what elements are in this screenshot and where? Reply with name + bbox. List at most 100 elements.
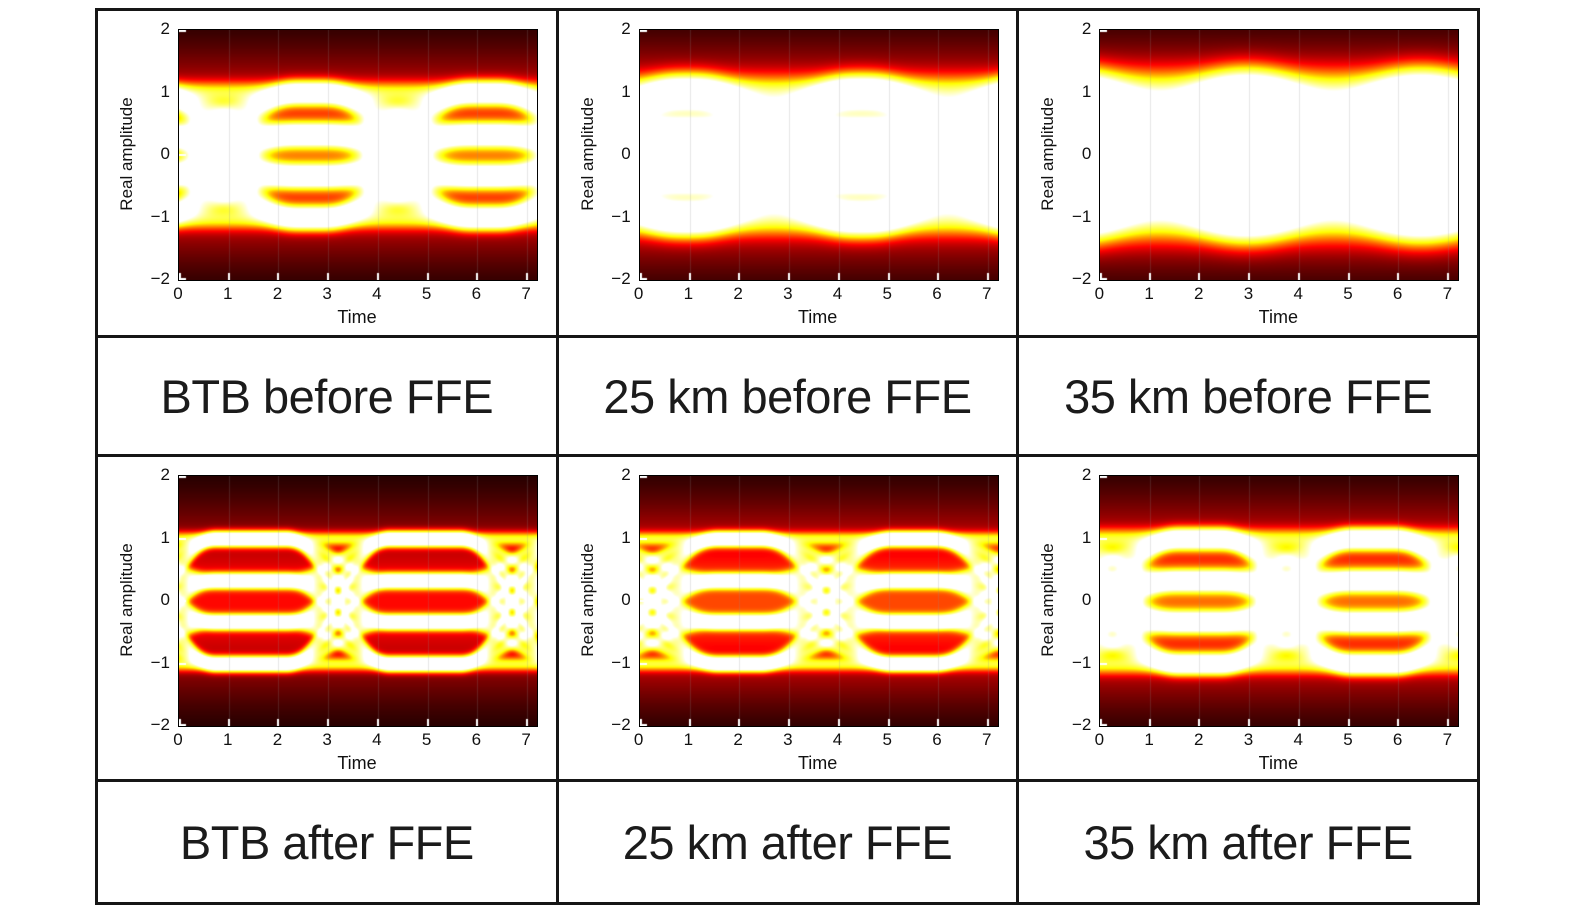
x-axis-label: Time (337, 753, 377, 773)
y-tick-label: −2 (150, 269, 170, 288)
x-tick-label: 4 (1293, 284, 1303, 303)
x-tick-label: 1 (683, 730, 694, 749)
x-axis-label: Time (1258, 307, 1298, 327)
y-tick-label: −1 (1071, 206, 1092, 226)
x-axis-label: Time (797, 753, 838, 773)
x-tick-label: 5 (1343, 730, 1353, 749)
eye-diagram-heatmap (178, 29, 538, 281)
caption-text: 25 km before FFE (603, 369, 972, 423)
x-axis-label: Time (1258, 753, 1298, 773)
x-tick-label: 4 (372, 284, 382, 303)
x-tick-label: 1 (222, 730, 233, 749)
x-tick-label: 2 (1194, 284, 1204, 303)
x-tick-label: 2 (272, 730, 283, 749)
y-tick-label: −1 (611, 652, 631, 672)
y-tick-label: 2 (1081, 19, 1092, 38)
x-tick-label: 4 (1293, 730, 1303, 749)
y-tick-label: 0 (160, 144, 170, 163)
x-tick-label: 1 (222, 284, 233, 303)
x-tick-label: 5 (1343, 284, 1353, 303)
x-tick-label: 7 (1442, 284, 1453, 303)
x-tick-label: 5 (882, 284, 892, 303)
x-tick-label: 3 (322, 730, 332, 749)
y-tick-label: −2 (1071, 269, 1092, 288)
x-tick-label: 6 (471, 284, 482, 303)
y-tick-label: 0 (160, 590, 170, 609)
x-tick-label: 5 (421, 284, 432, 303)
y-tick-label: 0 (621, 590, 631, 609)
y-tick-label: 0 (1081, 590, 1092, 609)
x-axis-label: Time (337, 307, 377, 327)
y-tick-label: −2 (611, 269, 631, 288)
caption-35km-after-ffe: 35 km after FFE (1019, 782, 1477, 902)
x-tick-label: 6 (1392, 730, 1403, 749)
caption-btb-after-ffe: BTB after FFE (98, 782, 556, 902)
x-tick-label: 7 (1442, 730, 1453, 749)
x-tick-label: 3 (1243, 730, 1254, 749)
x-tick-label: 4 (832, 284, 843, 303)
y-tick-label: −2 (611, 715, 631, 734)
x-tick-label: 4 (832, 730, 843, 749)
y-tick-label: −2 (1071, 715, 1092, 734)
x-tick-label: 0 (1094, 730, 1105, 749)
y-tick-label: 2 (1081, 465, 1092, 484)
x-tick-label: 0 (633, 284, 644, 303)
caption-35km-before-ffe: 35 km before FFE (1019, 338, 1477, 454)
x-tick-label: 5 (421, 730, 432, 749)
x-tick-label: 0 (1094, 284, 1105, 303)
y-tick-label: 2 (160, 465, 170, 484)
x-tick-label: 4 (372, 730, 382, 749)
x-tick-label: 0 (173, 730, 183, 749)
caption-text: BTB after FFE (179, 815, 474, 869)
y-tick-label: 2 (621, 19, 631, 38)
x-tick-label: 2 (1194, 730, 1204, 749)
caption-text: 35 km after FFE (1083, 815, 1413, 869)
y-tick-label: −1 (1071, 652, 1092, 672)
x-tick-label: 7 (521, 284, 531, 303)
x-tick-label: 7 (981, 730, 992, 749)
x-tick-label: 3 (783, 730, 793, 749)
y-tick-label: −2 (150, 715, 170, 734)
x-tick-label: 6 (932, 730, 942, 749)
y-tick-label: 1 (1081, 527, 1092, 547)
y-tick-label: 0 (1081, 144, 1092, 163)
eye-diagram-heatmap (638, 29, 999, 281)
x-tick-label: 1 (1144, 730, 1154, 749)
x-tick-label: 0 (633, 730, 644, 749)
x-tick-label: 7 (521, 730, 531, 749)
x-tick-label: 2 (733, 730, 743, 749)
caption-text: 25 km after FFE (622, 815, 953, 869)
x-tick-label: 3 (322, 284, 332, 303)
x-tick-label: 1 (683, 284, 694, 303)
x-tick-label: 7 (981, 284, 992, 303)
y-tick-label: 1 (621, 527, 631, 547)
x-tick-label: 0 (173, 284, 183, 303)
y-tick-label: 1 (621, 81, 631, 101)
y-tick-label: 0 (621, 144, 631, 163)
y-tick-label: 2 (621, 465, 631, 484)
eye-diagram-heatmap (1099, 475, 1460, 727)
y-tick-label: 1 (160, 81, 170, 101)
y-tick-label: 2 (160, 19, 170, 38)
x-tick-label: 5 (882, 730, 892, 749)
eye-diagram-heatmap (1099, 29, 1460, 281)
eye-diagram-heatmap (638, 475, 999, 727)
caption-text: BTB before FFE (160, 369, 494, 423)
eye-diagram-heatmap (178, 475, 538, 727)
x-tick-label: 2 (733, 284, 743, 303)
x-tick-label: 2 (272, 284, 283, 303)
y-tick-label: 1 (1081, 81, 1092, 101)
x-tick-label: 6 (1392, 284, 1403, 303)
x-tick-label: 6 (932, 284, 942, 303)
x-axis-label: Time (797, 307, 838, 327)
y-tick-label: −1 (150, 652, 170, 672)
caption-25km-after-ffe: 25 km after FFE (558, 782, 1017, 902)
x-tick-label: 1 (1144, 284, 1154, 303)
